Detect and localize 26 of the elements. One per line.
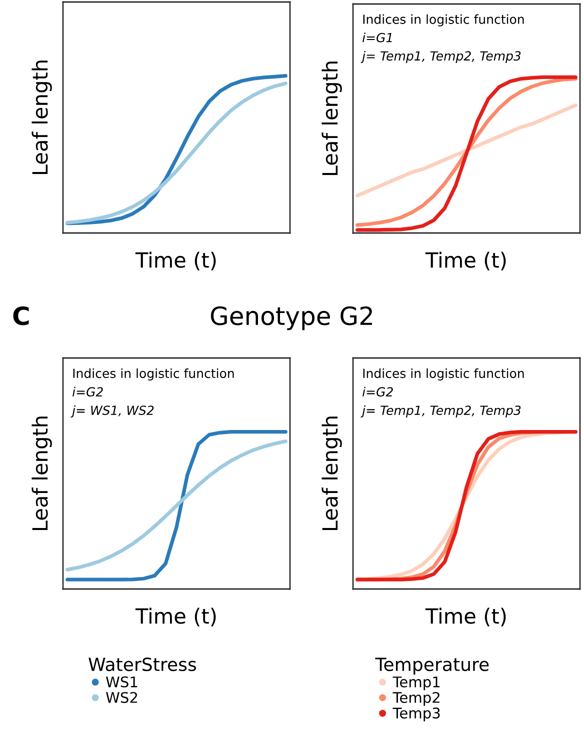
text: j= Temp1, Temp2, Temp3 (360, 50, 521, 64)
text: C (13, 306, 29, 326)
text: Indices in logistic function (363, 368, 524, 380)
y-axis-title: Leaf length (32, 60, 52, 174)
x-axis-title: Time (t) (425, 252, 506, 270)
text: i=G1 (362, 32, 392, 42)
chart-title: Genotype G2 (210, 306, 372, 330)
x-axis-title: Time (t) (135, 608, 216, 626)
text: i=G2 (362, 386, 393, 397)
x-axis-title: Time (t) (135, 252, 216, 270)
legend-title: WaterStress (88, 658, 196, 672)
y-axis-title: Leaf length (322, 416, 342, 530)
text: i=G2 (72, 386, 103, 397)
legend-label: Temp1 (392, 676, 440, 690)
y-axis-title: Leaf length (322, 62, 342, 176)
text: j= Temp1, Temp2, Temp3 (360, 405, 521, 418)
legend-label: WS2 (106, 692, 138, 703)
legend-title: Temperature (375, 658, 489, 675)
text: Indices in logistic function (363, 14, 524, 26)
legend-label: WS1 (106, 676, 138, 688)
y-axis-title: Leaf length (32, 416, 52, 530)
x-axis-title: Time (t) (425, 608, 506, 626)
text: j= WS1, WS2 (70, 405, 154, 418)
text: Indices in logistic function (73, 368, 234, 380)
legend-label: Temp2 (392, 692, 440, 706)
legend-label: Temp3 (392, 708, 440, 722)
